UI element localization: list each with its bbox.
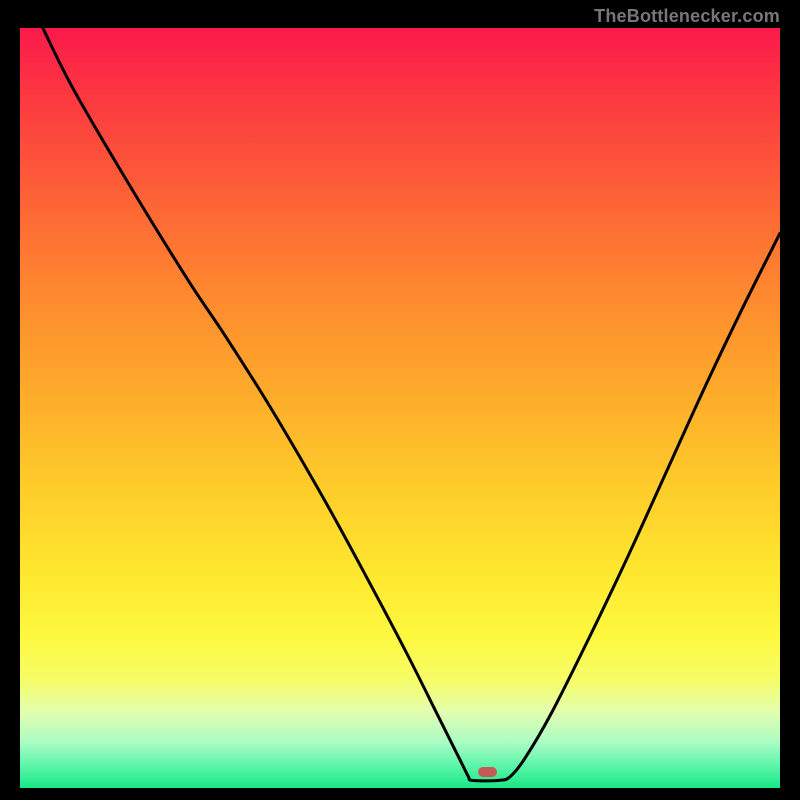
chart-stage: TheBottlenecker.com bbox=[0, 0, 800, 800]
plot-area bbox=[20, 28, 780, 780]
bottleneck-curve bbox=[20, 28, 780, 788]
watermark-label: TheBottlenecker.com bbox=[594, 6, 780, 27]
minimum-marker bbox=[478, 767, 498, 777]
